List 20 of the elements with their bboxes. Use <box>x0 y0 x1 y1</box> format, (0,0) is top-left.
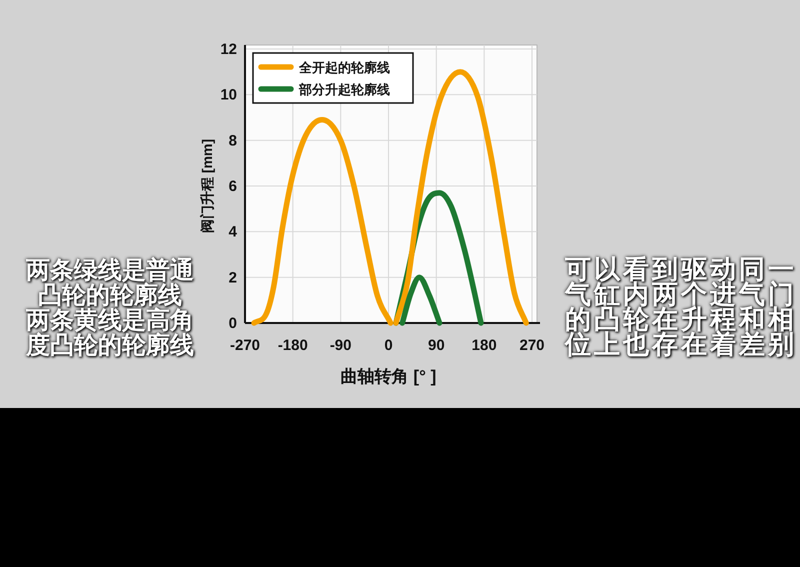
y-tick-label: 12 <box>220 41 237 58</box>
x-tick-label: -270 <box>230 337 260 354</box>
x-tick-label: -90 <box>330 337 352 354</box>
x-tick-label: 90 <box>428 337 445 354</box>
x-tick-label: 180 <box>472 337 497 354</box>
y-tick-label: 8 <box>228 132 237 150</box>
y-axis-title: 阀门升程 [mm] <box>199 138 215 234</box>
x-tick-label: -180 <box>278 337 308 354</box>
x-axis-title: 曲轴转角 [° ] <box>340 367 436 386</box>
annotation: 两条黄线是高角度凸轮的轮廓线 <box>24 308 195 358</box>
y-tick-label: 0 <box>228 315 237 332</box>
y-tick-label: 6 <box>228 178 237 195</box>
x-tick-label: 0 <box>384 337 393 354</box>
y-tick-label: 2 <box>228 269 237 286</box>
y-tick-label: 10 <box>220 86 237 104</box>
legend-label: 部分升起轮廓线 <box>298 82 390 97</box>
y-tick-label: 4 <box>228 224 238 241</box>
annotation: 两条绿线是普通凸轮的轮廓线 <box>25 258 195 308</box>
x-tick-label: 270 <box>519 337 545 354</box>
legend-label: 全开起的轮廓线 <box>298 60 390 75</box>
